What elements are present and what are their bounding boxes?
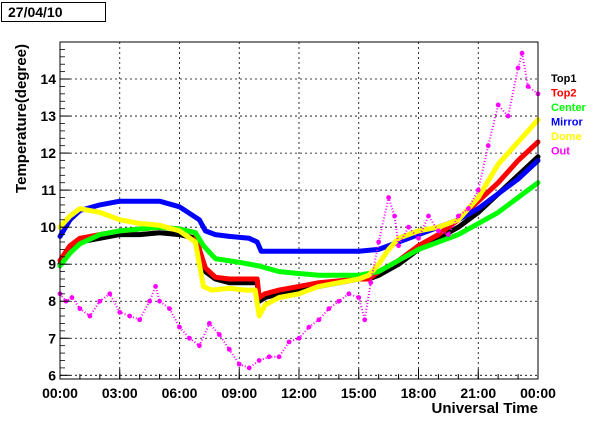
y-tick-label: 13 (40, 108, 56, 124)
legend-item-top2: Top2 (551, 88, 576, 100)
out-point (167, 306, 172, 312)
series-dome (57, 117, 541, 319)
legend-item-out: Out (551, 146, 570, 158)
center-line (57, 180, 541, 278)
out-point (177, 324, 182, 330)
series-center (57, 180, 541, 278)
legend: Top1 Top2 Center Mirror Dome Out (551, 73, 587, 158)
out-point (475, 187, 481, 193)
y-tick-label: 9 (48, 256, 56, 272)
top1-line (57, 154, 541, 304)
x-tick-label: 21:00 (460, 385, 496, 401)
out-point (515, 65, 521, 71)
x-tick-label: 18:00 (401, 385, 437, 401)
x-axis-title: Universal Time (432, 400, 538, 417)
y-tick-label: 12 (40, 145, 56, 161)
x-tick-label: 03:00 (102, 385, 138, 401)
out-point (505, 113, 511, 119)
y-tick-label: 11 (41, 182, 56, 198)
y-tick-label: 7 (48, 330, 56, 346)
x-tick-label: 06:00 (162, 385, 198, 401)
out-point (356, 295, 362, 300)
y-tick-label: 10 (40, 219, 56, 235)
out-point (519, 50, 525, 56)
x-tick-label: 00:00 (520, 385, 556, 401)
out-point (376, 239, 382, 245)
axis-ticks: 00:00 03:00 06:00 09:00 12:00 15:00 18:00 21:00… (40, 49, 556, 401)
date-label: 27/04/10 (1, 2, 106, 22)
x-tick-label: 12:00 (281, 385, 317, 401)
y-tick-label: 14 (40, 71, 56, 87)
out-point (147, 298, 153, 304)
legend-item-center: Center (551, 102, 587, 114)
out-point (346, 291, 352, 297)
out-point (187, 335, 192, 341)
x-tick-label: 09:00 (221, 385, 257, 401)
out-point (137, 317, 143, 323)
series-out (57, 50, 541, 371)
y-tick-label: 8 (48, 293, 56, 309)
dome-line (57, 117, 541, 319)
y-axis-title: Temperature(degree) (13, 44, 30, 193)
out-point (465, 206, 471, 212)
series-layer (57, 50, 541, 371)
legend-item-top1: Top1 (551, 73, 576, 85)
series-top1 (57, 154, 541, 304)
x-tick-label: 15:00 (341, 385, 377, 401)
legend-item-dome: Dome (551, 131, 582, 143)
y-tick-label: 6 (48, 367, 56, 383)
x-tick-label: 00:00 (42, 385, 78, 401)
legend-item-mirror: Mirror (551, 117, 584, 129)
